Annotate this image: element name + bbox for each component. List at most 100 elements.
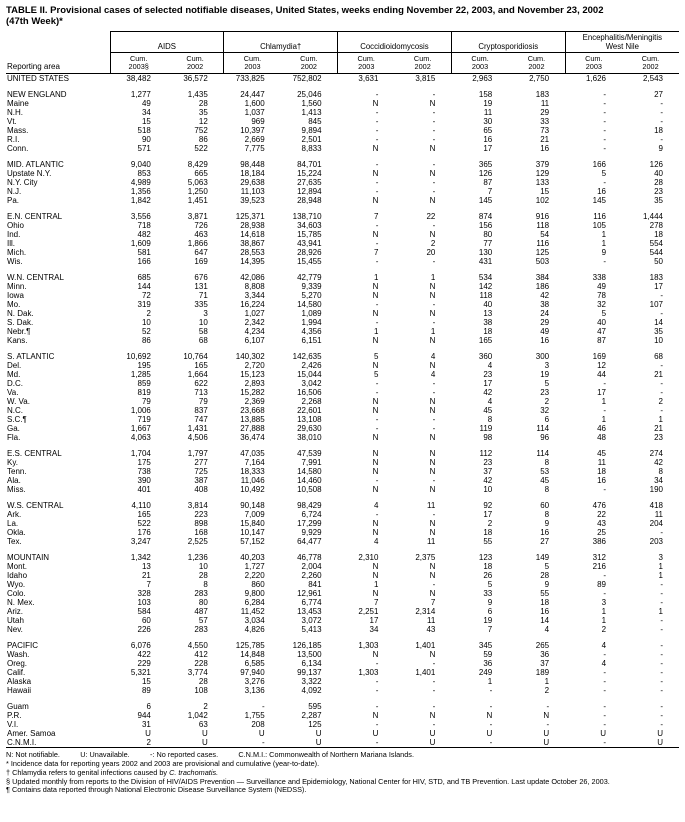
- table-row: V.I. 31 63 208 125 - - - - - -: [6, 720, 679, 729]
- table-row: P.R. 944 1,042 1,755 2,287 N N N N - -: [6, 711, 679, 720]
- value-cell: 38,010: [297, 433, 322, 443]
- value-cell: 208: [251, 720, 265, 730]
- value-cell: 12: [198, 117, 208, 127]
- table-row: W.N. CENTRAL 685 676 42,086 42,779 1 1 534 384 33…: [6, 273, 679, 282]
- value-cell: 15,785: [297, 230, 322, 240]
- value-cell: 36,474: [240, 433, 265, 443]
- col-coccidioidomycosis-cum-2003: Cum. 2003: [337, 52, 395, 75]
- value-cell: 747: [194, 415, 208, 425]
- value-cell: 3,136: [244, 686, 265, 696]
- value-cell: N: [372, 144, 379, 154]
- value-cell: -: [432, 424, 436, 434]
- value-cell: 126: [478, 169, 493, 179]
- value-cell: 46,778: [297, 553, 322, 563]
- value-cell: 19: [540, 370, 550, 380]
- value-cell: 4: [487, 397, 493, 407]
- value-cell: -: [660, 379, 663, 389]
- value-cell: 14,580: [297, 467, 322, 477]
- value-cell: 28: [198, 677, 208, 687]
- value-cell: N: [429, 230, 436, 240]
- value-cell: 166: [137, 257, 151, 267]
- value-cell: N: [429, 291, 436, 301]
- value-cell: 11: [427, 501, 436, 511]
- value-cell: -: [375, 659, 379, 669]
- value-cell: 114: [536, 424, 550, 434]
- value-cell: -: [375, 126, 379, 136]
- value-cell: 6,284: [244, 598, 265, 608]
- value-cell: N: [372, 406, 379, 416]
- value-cell: 6,585: [244, 659, 265, 669]
- value-cell: 47: [597, 327, 607, 337]
- value-cell: -: [603, 257, 607, 267]
- value-cell: 431: [478, 257, 493, 267]
- value-cell: 13,885: [240, 415, 265, 425]
- reporting-area-cell: W. Va.: [7, 397, 30, 407]
- value-cell: 4: [601, 641, 607, 651]
- value-cell: -: [489, 738, 493, 748]
- value-cell: 46: [597, 424, 607, 434]
- value-cell: 45: [483, 406, 493, 416]
- value-cell: -: [603, 117, 607, 127]
- reporting-area-header: Reporting area: [6, 31, 110, 75]
- value-cell: -: [375, 476, 379, 486]
- value-cell: -: [432, 659, 436, 669]
- value-cell: 45: [540, 476, 550, 486]
- value-cell: 53: [540, 467, 550, 477]
- value-cell: 841: [308, 580, 322, 590]
- value-cell: -: [375, 90, 379, 100]
- value-cell: 1,089: [301, 309, 322, 319]
- value-cell: 4,092: [301, 686, 322, 696]
- value-cell: -: [375, 300, 379, 310]
- value-cell: -: [660, 616, 663, 626]
- value-cell: 5: [374, 352, 379, 362]
- reporting-area-cell: N.J.: [7, 187, 22, 197]
- group-chlamydia: Chlamydia†: [223, 30, 338, 54]
- value-cell: 15,840: [240, 519, 265, 529]
- value-cell: 9,339: [301, 282, 322, 292]
- table-row: Kans. 86 68 6,107 6,151 N N 165 16 87 10: [6, 336, 679, 345]
- col-cryptosporidiosis-cum-2003: Cum. 2003: [450, 52, 509, 75]
- value-cell: 3,631: [358, 74, 379, 84]
- reporting-area-cell: Nev.: [7, 625, 23, 635]
- value-cell: -: [603, 711, 607, 721]
- value-cell: 90,148: [240, 501, 265, 511]
- table-body: UNITED STATES 38,482 36,572 733,825 752,802 3…: [6, 74, 679, 748]
- section-spacer: [6, 205, 679, 212]
- value-cell: 20: [426, 248, 436, 258]
- value-cell: N: [429, 144, 436, 154]
- value-cell: U: [315, 729, 322, 739]
- value-cell: -: [432, 318, 436, 328]
- reporting-area-cell: Ind.: [7, 230, 21, 240]
- value-cell: 12,894: [297, 187, 322, 197]
- value-cell: 9,894: [301, 126, 322, 136]
- value-cell: 1,560: [301, 99, 322, 109]
- value-cell: 80: [483, 230, 493, 240]
- value-cell: 1,444: [642, 212, 663, 222]
- value-cell: -: [432, 160, 436, 170]
- value-cell: 28,938: [240, 221, 265, 231]
- value-cell: 969: [251, 117, 265, 127]
- value-cell: U: [486, 729, 493, 739]
- value-cell: 853: [137, 169, 151, 179]
- value-cell: 24,447: [240, 90, 265, 100]
- value-cell: N: [486, 711, 493, 721]
- value-cell: 312: [592, 553, 607, 563]
- reporting-area-label: Reporting area: [7, 62, 60, 72]
- value-cell: 8: [544, 458, 550, 468]
- value-cell: 676: [194, 273, 208, 283]
- value-cell: 8: [203, 580, 208, 590]
- value-cell: 38,482: [126, 74, 151, 84]
- value-cell: 22,601: [297, 406, 322, 416]
- value-cell: 2,268: [301, 397, 322, 407]
- col-chlamydia-cum-2003: Cum. 2003: [223, 52, 281, 75]
- reporting-area-cell: Idaho: [7, 571, 28, 581]
- value-cell: -: [432, 117, 436, 127]
- value-cell: 15,282: [240, 388, 265, 398]
- value-cell: 412: [194, 650, 208, 660]
- value-cell: -: [432, 415, 436, 425]
- value-cell: 1,285: [130, 370, 151, 380]
- value-cell: 44: [597, 370, 607, 380]
- value-cell: 169: [194, 257, 208, 267]
- value-cell: -: [603, 702, 607, 712]
- value-cell: 2,310: [358, 553, 379, 563]
